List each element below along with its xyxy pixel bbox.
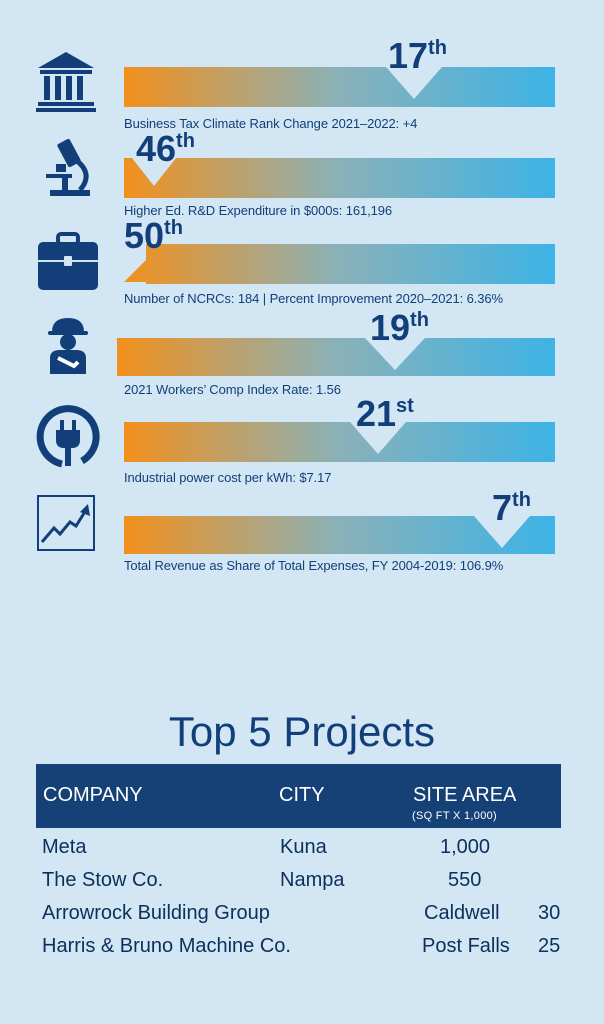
city-cell: Caldwell (424, 902, 500, 924)
metric-caption: 2021 Workers’ Comp Index Rate: 1.56 (124, 382, 341, 397)
rank-bar (124, 156, 555, 200)
growth-chart-icon (36, 494, 96, 552)
column-header-site-area: SITE AREA (413, 784, 517, 806)
bank-icon (34, 50, 98, 114)
company-cell: Meta (42, 836, 87, 858)
rank-value: 19th (370, 307, 429, 348)
city-cell: Kuna (280, 836, 327, 858)
column-header-city: CITY (279, 784, 325, 806)
rank-bar (124, 242, 555, 286)
rank-bar (117, 336, 555, 380)
rank-value: 46th (136, 128, 195, 169)
injured-worker-icon (44, 316, 92, 376)
microscope-icon (36, 138, 100, 202)
projects-title: Top 5 Projects (168, 708, 436, 755)
rank-bar (124, 420, 555, 464)
city-cell: Post Falls (422, 935, 510, 957)
projects-table-header: COMPANY CITY SITE AREA (SQ FT X 1,000) (36, 764, 561, 828)
column-header-company: COMPANY (43, 784, 143, 806)
rank-value: 17th (388, 35, 447, 76)
company-cell: Arrowrock Building Group (42, 902, 270, 924)
metric-caption: Total Revenue as Share of Total Expenses… (124, 558, 504, 573)
rank-value: 7th (492, 487, 531, 528)
city-cell: Nampa (280, 869, 345, 891)
briefcase-icon (36, 230, 100, 294)
site-area-cell: 25 (538, 935, 561, 957)
column-header-site-area-unit: (SQ FT X 1,000) (412, 810, 497, 822)
company-cell: The Stow Co. (42, 869, 164, 891)
rank-value: 21st (356, 393, 414, 434)
rank-value: 50th (124, 215, 183, 256)
site-area-cell: 30 (538, 902, 561, 924)
site-area-cell: 550 (448, 869, 482, 891)
metric-caption: Business Tax Climate Rank Change 2021–20… (124, 116, 418, 131)
metric-caption: Higher Ed. R&D Expenditure in $000s: 161… (124, 203, 393, 218)
rank-bar (124, 65, 555, 109)
metric-caption: Number of NCRCs: 184 | Percent Improveme… (124, 291, 504, 306)
site-area-cell: 1,000 (440, 836, 491, 858)
company-cell: Harris & Bruno Machine Co. (42, 935, 291, 957)
metric-caption: Industrial power cost per kWh: $7.17 (124, 470, 332, 485)
rank-bar (124, 514, 555, 558)
power-plug-icon (36, 404, 100, 468)
